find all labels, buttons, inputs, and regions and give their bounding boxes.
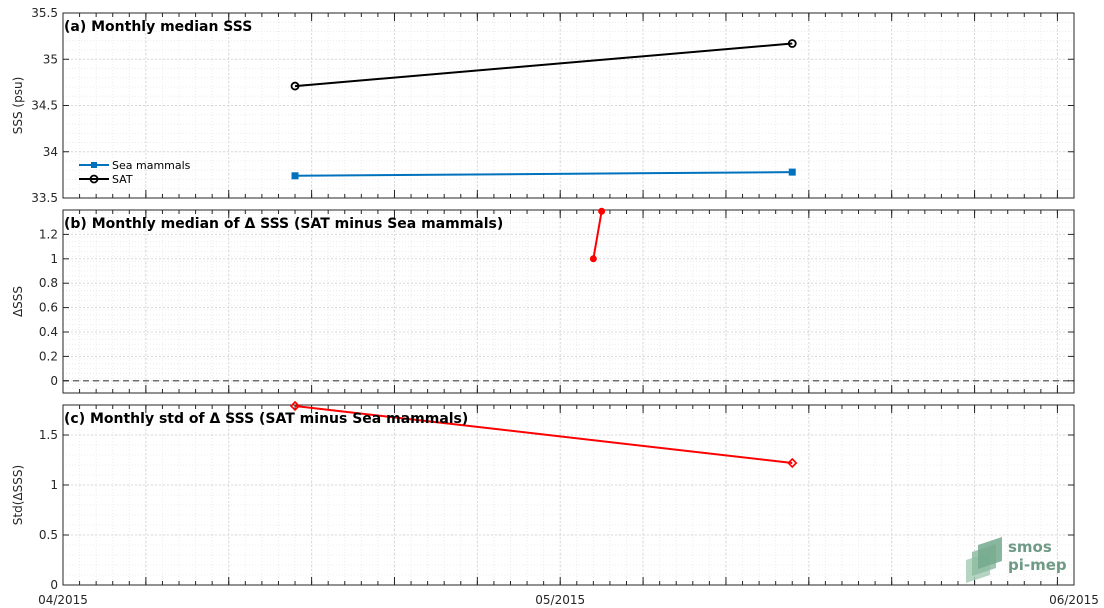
- data-point: [289, 400, 301, 412]
- series-line: [592, 211, 603, 259]
- y-tick-label: 0.2: [39, 349, 58, 363]
- legend-marker: [91, 162, 97, 168]
- data-point: [787, 457, 798, 469]
- y-tick-label: 1.2: [39, 227, 58, 241]
- y-tick-label: 1: [50, 252, 58, 266]
- y-tick-label: 35.5: [31, 6, 58, 20]
- y-tick-label: 1: [50, 478, 58, 492]
- axes-box: [62, 404, 1075, 586]
- y-axis-label: Std(ΔSSS): [11, 465, 25, 525]
- logo-line1: smos: [1008, 538, 1052, 556]
- data-point: [788, 168, 796, 176]
- x-tick-label: 05/2015: [535, 593, 585, 607]
- y-tick-label: 0: [50, 578, 58, 592]
- data-point: [589, 255, 597, 263]
- y-tick-label: 0.5: [39, 528, 58, 542]
- y-tick-label: 34: [43, 145, 58, 159]
- y-tick-label: 1.5: [39, 428, 58, 442]
- panel-c: 0 0.5 1 1.5 Std(ΔSSS) (c) Monthly std of Δ SS…: [11, 400, 1075, 592]
- y-tick-label: 33.5: [31, 191, 58, 205]
- legend-marker: [89, 174, 99, 184]
- data-point: [598, 207, 606, 215]
- series-line: [295, 171, 793, 177]
- axes-box: [62, 209, 1075, 394]
- panel-title: (b) Monthly median of Δ SSS (SAT minus S…: [64, 216, 503, 232]
- panel-title: (c) Monthly std of Δ SSS (SAT minus Sea …: [64, 411, 468, 427]
- data-point: [291, 172, 299, 180]
- data-point: [787, 39, 797, 48]
- series-line: [294, 42, 793, 88]
- panel-b: 0 0.2 0.4 0.6 0.8 1 1.2 ΔSSS (b) Monthly median …: [11, 207, 1075, 394]
- y-tick-label: 35: [43, 52, 58, 66]
- y-tick-label: 0.4: [39, 325, 58, 339]
- data-point: [290, 81, 300, 91]
- y-tick-label: 0: [50, 374, 58, 388]
- y-axis-label: ΔSSS: [11, 286, 25, 317]
- logo-line2: pi-mep: [1008, 556, 1067, 574]
- y-axis-label: SSS (psu): [11, 77, 25, 135]
- y-tick-label: 34.5: [31, 99, 58, 113]
- series-line: [294, 405, 793, 464]
- y-tick-label: 0.6: [39, 301, 58, 315]
- x-tick-label: 06/2015: [1049, 593, 1099, 607]
- legend-entry: SAT: [112, 173, 133, 186]
- panel-title: (a) Monthly median SSS: [64, 19, 252, 35]
- smos-pi-mep-logo: smos pi-mep: [966, 537, 1067, 583]
- y-tick-label: 0.8: [39, 276, 58, 290]
- legend-entry: Sea mammals: [112, 159, 191, 172]
- x-tick-label: 04/2015: [38, 593, 88, 607]
